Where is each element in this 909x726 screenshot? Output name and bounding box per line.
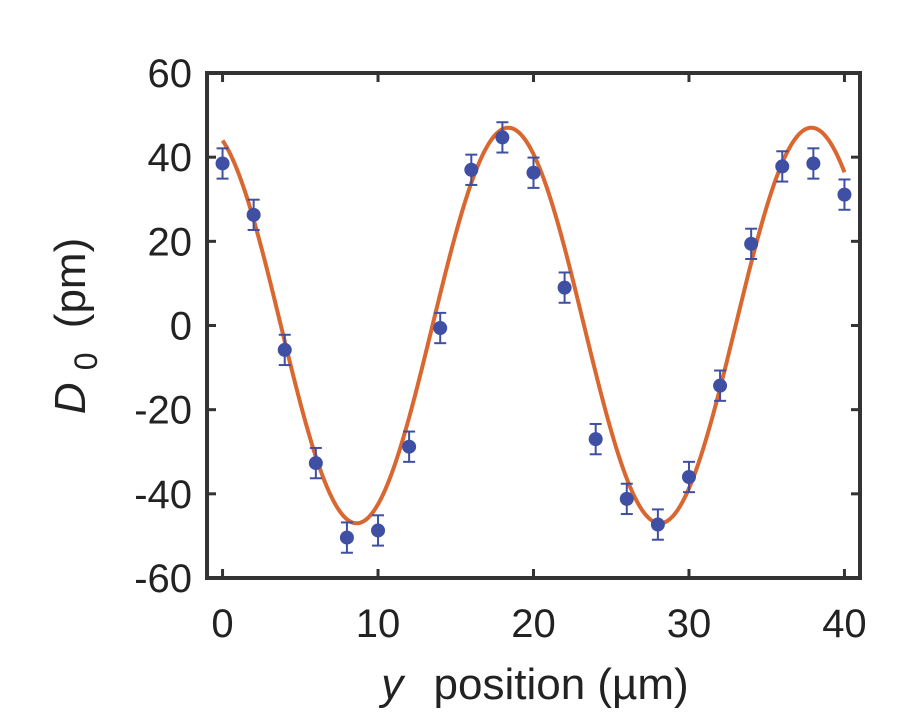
- data-point-group: [433, 311, 448, 345]
- data-point: [464, 162, 479, 177]
- data-point-group: [681, 460, 696, 494]
- data-point: [246, 207, 261, 222]
- data-point: [837, 187, 852, 202]
- y-axis-label-text: (pm): [46, 238, 95, 328]
- y-axis-label-subscript: 0: [68, 352, 104, 370]
- data-point-group: [495, 121, 510, 154]
- data-point: [744, 236, 759, 251]
- data-point-group: [402, 430, 417, 463]
- data-point-group: [308, 446, 323, 480]
- data-point: [371, 523, 386, 538]
- x-tick-label: 0: [211, 602, 233, 646]
- plot-area: [215, 121, 852, 554]
- data-point-group: [744, 227, 759, 261]
- data-point-group: [775, 150, 790, 183]
- y-tick-label: -20: [134, 389, 192, 433]
- data-point-group: [650, 508, 665, 541]
- data-point: [339, 530, 354, 545]
- data-point: [775, 159, 790, 174]
- x-axis-label-text: position (µm): [434, 660, 689, 709]
- axes-box: [205, 71, 862, 580]
- ticks: [207, 71, 860, 580]
- x-tick-label: 20: [511, 602, 556, 646]
- data-point: [619, 491, 634, 506]
- data-point: [402, 439, 417, 454]
- y-tick-label: -60: [134, 557, 192, 601]
- y-tick-label: 40: [148, 136, 193, 180]
- data-point: [588, 432, 603, 447]
- data-point-group: [588, 422, 603, 456]
- y-axis-label-variable: D: [46, 382, 95, 414]
- tick-labels: 0 10 20 30 40 -60 -40 -20 0 20 40 60: [134, 52, 867, 646]
- y-tick-label: 60: [148, 52, 193, 96]
- data-point: [713, 378, 728, 393]
- data-point-group: [837, 178, 852, 211]
- data-point-group: [277, 333, 292, 367]
- data-point: [433, 321, 448, 336]
- data-point-group: [619, 482, 634, 516]
- y-axis-label: D 0 (pm): [46, 238, 107, 414]
- y-tick-label: 20: [148, 220, 193, 264]
- fit-curve: [220, 125, 847, 526]
- data-point: [557, 280, 572, 295]
- y-tick-label: 0: [170, 305, 192, 349]
- data-point-group: [215, 147, 230, 180]
- data-point-group: [246, 198, 261, 231]
- data-point-group: [371, 514, 386, 547]
- x-tick-label: 10: [356, 602, 401, 646]
- x-tick-label: 30: [667, 602, 712, 646]
- data-point-group: [339, 521, 354, 554]
- data-point: [495, 130, 510, 145]
- data-point: [277, 342, 292, 357]
- data-point: [650, 517, 665, 532]
- data-point-group: [713, 369, 728, 402]
- data-point-group: [526, 156, 541, 189]
- x-axis-label-variable: y: [378, 660, 406, 709]
- data-point: [681, 470, 696, 484]
- y-tick-label: -40: [134, 473, 192, 517]
- data-point: [806, 156, 821, 171]
- x-tick-label: 40: [822, 602, 867, 646]
- data-point: [215, 156, 230, 171]
- data-point: [526, 165, 541, 180]
- data-point-group: [464, 153, 479, 186]
- data-point-group: [806, 147, 821, 180]
- data-point: [308, 456, 323, 471]
- x-axis-label: y position (µm): [378, 660, 688, 709]
- data-point-group: [557, 271, 572, 304]
- axes-frame: [205, 71, 862, 580]
